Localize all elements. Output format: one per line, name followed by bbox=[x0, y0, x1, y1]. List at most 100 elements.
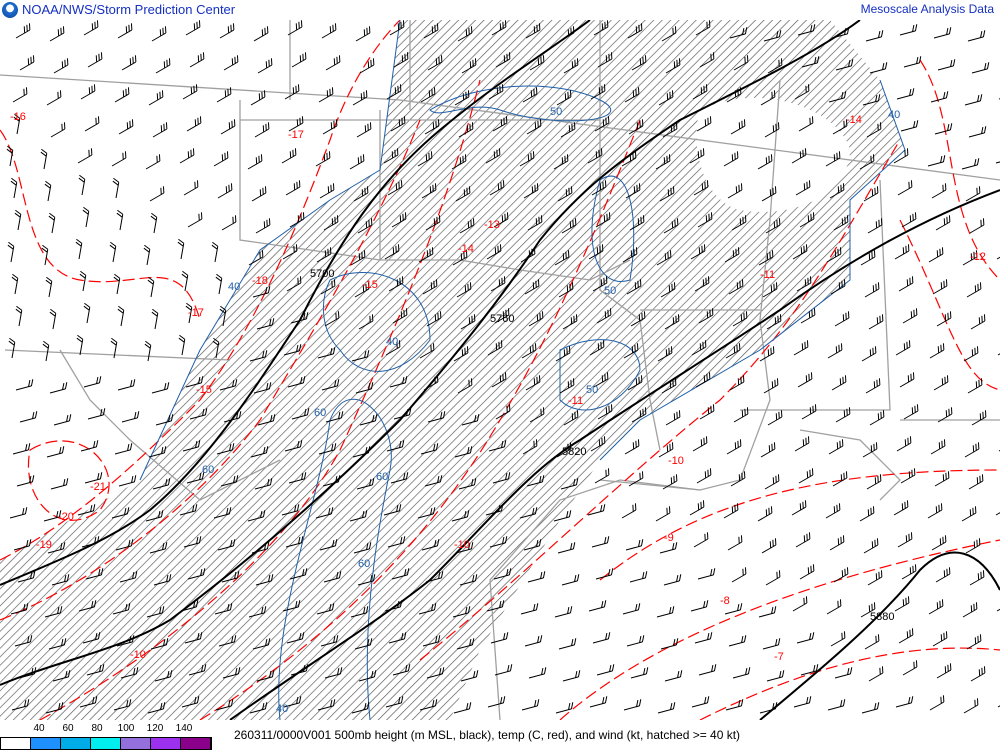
wind-barb bbox=[626, 279, 642, 295]
wind-barb bbox=[117, 23, 133, 39]
wind-barb bbox=[10, 177, 18, 199]
wind-barb bbox=[113, 273, 121, 295]
wind-barb bbox=[183, 180, 199, 196]
wind-barb bbox=[562, 670, 581, 682]
wind-barb bbox=[151, 308, 159, 330]
wind-barb bbox=[155, 414, 174, 426]
wind-barb bbox=[900, 120, 919, 132]
temp-label: -14 bbox=[846, 114, 862, 126]
wind-barb bbox=[963, 698, 979, 714]
wind-barb bbox=[215, 273, 223, 295]
wind-barb bbox=[425, 215, 441, 231]
wind-barb bbox=[523, 539, 542, 551]
wind-barb bbox=[146, 606, 165, 618]
wind-barb bbox=[250, 446, 269, 458]
wind-barb bbox=[728, 635, 747, 647]
wind-barb bbox=[796, 632, 815, 644]
wind-barb bbox=[896, 436, 912, 452]
wind-barb bbox=[349, 510, 368, 522]
wind-barb bbox=[491, 20, 507, 36]
temp-label: -19 bbox=[36, 539, 52, 551]
wind-barb bbox=[419, 343, 435, 359]
wind-barb bbox=[219, 23, 235, 39]
wind-barb bbox=[766, 670, 785, 682]
wind-barb bbox=[388, 276, 404, 292]
wind-barb bbox=[11, 699, 30, 711]
wind-barb bbox=[621, 503, 637, 519]
wind-barb bbox=[831, 27, 850, 39]
wind-barb bbox=[256, 318, 275, 330]
wind-barb bbox=[181, 270, 189, 292]
wind-barb bbox=[459, 574, 478, 586]
wind-barb bbox=[453, 346, 469, 362]
wind-barb bbox=[285, 180, 301, 196]
wind-barb bbox=[597, 404, 613, 420]
wind-barb bbox=[223, 55, 239, 71]
wind-barb bbox=[155, 58, 171, 74]
wind-barb bbox=[41, 244, 49, 266]
wind-barb bbox=[15, 379, 34, 391]
wind-barb bbox=[149, 186, 165, 202]
temp-label: -11 bbox=[760, 269, 775, 281]
wind-barb bbox=[187, 212, 203, 228]
wind-barb bbox=[733, 55, 749, 71]
wind-barb bbox=[495, 404, 511, 420]
wind-barb bbox=[562, 314, 578, 330]
wind-barb bbox=[553, 154, 569, 170]
wind-barb bbox=[763, 30, 782, 42]
wind-barb bbox=[698, 308, 714, 324]
wind-barb bbox=[15, 23, 31, 39]
wind-barb bbox=[322, 119, 338, 135]
wind-barb bbox=[897, 180, 913, 196]
wind-barb bbox=[247, 510, 266, 522]
wind-barb bbox=[759, 702, 778, 714]
wind-barb bbox=[665, 58, 681, 74]
wind-barb bbox=[997, 692, 1000, 708]
wind-barb bbox=[385, 340, 401, 356]
wind-barb bbox=[84, 116, 100, 132]
wind-barb bbox=[490, 276, 506, 292]
wind-barb bbox=[145, 154, 161, 170]
wind-barb bbox=[75, 238, 83, 260]
wind-barb bbox=[861, 346, 877, 362]
wind-barb bbox=[961, 506, 977, 522]
wind-barb bbox=[219, 379, 238, 391]
wind-barb bbox=[248, 606, 267, 618]
wind-barb bbox=[50, 478, 69, 490]
wind-barb bbox=[526, 475, 545, 487]
wind-barb bbox=[592, 632, 611, 644]
wind-barb bbox=[835, 407, 851, 423]
wind-barb bbox=[494, 308, 510, 324]
wind-barb bbox=[324, 311, 340, 327]
wind-barb bbox=[519, 151, 535, 167]
wind-barb bbox=[145, 510, 164, 522]
wind-barb bbox=[248, 250, 264, 266]
wind-barb bbox=[16, 475, 35, 487]
wind-barb bbox=[114, 87, 130, 103]
wind-barb bbox=[118, 119, 134, 135]
wind-barb bbox=[690, 600, 709, 612]
wind-barb bbox=[352, 90, 368, 106]
wind-barb bbox=[859, 506, 875, 522]
wind-barb bbox=[862, 442, 878, 458]
legend-tick: 100 bbox=[117, 723, 135, 734]
wind-barb bbox=[529, 55, 545, 71]
wind-barb bbox=[558, 282, 574, 298]
wind-barb bbox=[970, 314, 986, 330]
wind-barb bbox=[257, 58, 273, 74]
wind-barb bbox=[418, 603, 437, 615]
wind-barb bbox=[19, 55, 35, 71]
wind-barb bbox=[661, 378, 677, 394]
wind-barb bbox=[863, 186, 879, 202]
legend-swatch bbox=[181, 738, 211, 749]
wind-barb bbox=[901, 212, 917, 228]
wind-barb bbox=[220, 475, 239, 487]
wind-barb bbox=[799, 212, 815, 228]
wind-barb bbox=[319, 539, 338, 551]
temp-label: -13 bbox=[484, 219, 500, 231]
wind-barb bbox=[557, 542, 576, 554]
wind-barb bbox=[929, 343, 945, 359]
wind-barb bbox=[115, 539, 134, 551]
wind-barb bbox=[286, 276, 302, 292]
wind-barb bbox=[927, 503, 943, 519]
